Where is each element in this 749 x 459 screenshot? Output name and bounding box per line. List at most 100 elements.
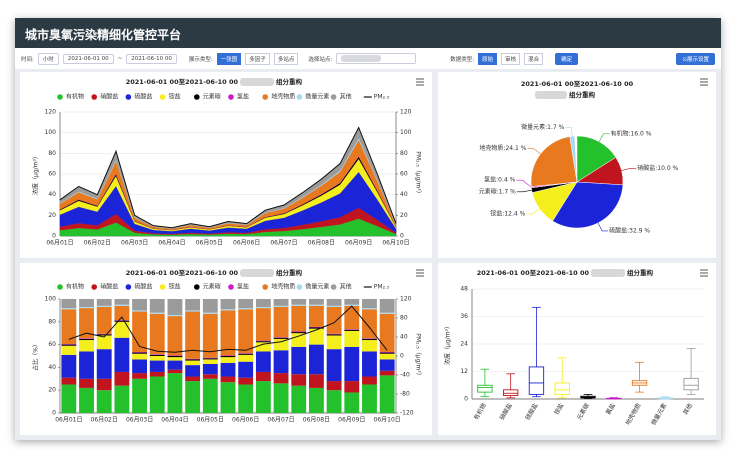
data-option[interactable]: 混合 [524,52,544,65]
bar-segment [273,383,289,413]
y-tick-label: 24 [460,341,468,348]
data-label: 硫酸盐:32.9 % [609,226,650,234]
bar-segment [79,306,94,309]
bar-segment [61,354,77,378]
redacted [341,55,382,62]
bar-segment [79,338,94,339]
bar-segment [379,359,395,371]
bar-segment [308,326,324,328]
legend-label: 硫酸盐 [134,283,152,291]
bar-segment [61,384,77,413]
display-option[interactable]: 多因子 [245,52,270,65]
bar-segment [185,359,201,361]
bar-segment [79,351,94,379]
box [502,389,519,397]
y2-tick-label: 80 [400,150,408,157]
bar-segment [238,354,254,362]
data-option[interactable]: 审核 [501,52,521,65]
display-label: 展示类型: [188,56,213,63]
bar-segment [362,376,377,385]
bar-segment [114,337,130,372]
legend-swatch [330,284,337,290]
legend-label: 地壳物质 [271,93,295,101]
bar-segment [238,353,254,355]
bar-segment [379,375,395,413]
bar-segment [96,378,112,391]
data-label: 数据类型: [450,56,475,63]
bar-segment [114,305,130,321]
legend-label: PM₂.₅ [374,94,390,101]
bar-segment [273,299,289,306]
y-tick-label: 40 [48,364,56,371]
bar-segment [308,299,324,305]
end-date[interactable]: 2021-06-10 00 [126,53,177,64]
chart-title: 2021-06-01 00至2021-06-10 00 [521,80,634,88]
bar-segment [344,330,360,347]
bar-segment [96,333,112,335]
bar-segment [273,373,289,384]
bar-segment [185,381,201,413]
bar-segment [238,309,254,354]
line [68,305,388,353]
bar-segment [61,308,77,310]
legend-swatch [159,284,166,290]
bar-segment [273,337,289,339]
bar-segment [79,340,94,352]
x-tick-label: 06月08日 [303,417,330,424]
bar-segment [185,376,201,382]
y2-tick-label: 120 [400,109,412,116]
settings-button[interactable]: ⊙展示设置 [676,52,715,65]
confirm-button[interactable]: 确定 [555,52,579,65]
data-label: 硝酸盐:10.0 % [637,164,678,172]
legend-swatch [262,284,268,290]
bar-segment [202,378,218,413]
bar-segment [220,309,236,311]
bar-segment [255,308,271,341]
x-tick-label: 06月08日 [308,240,335,247]
bar-segment [185,311,201,359]
bar-segment [202,313,218,358]
bar-segment [238,308,254,310]
legend-swatch [262,94,268,100]
data-label: 微量元素:1.7 % [521,123,564,131]
y-tick-label: 80 [48,318,56,325]
bar-segment [202,357,218,359]
bar-segment [362,299,377,309]
bar-segment [308,328,324,345]
y2-axis-title: PM₂.₅（μg/m³） [415,151,422,196]
bar-segment [149,354,165,356]
bar-segment [167,314,183,317]
leader-line [527,148,541,155]
bar-segment [238,384,254,413]
display-option[interactable]: 一张图 [216,52,242,65]
bar-segment [238,353,254,354]
interval-select[interactable]: 小时 [37,52,59,65]
data-label: 地壳物质:24.1 % [479,144,526,152]
y2-tick-label: -120 [400,410,414,417]
legend-label: 微量元素 [305,283,329,291]
bar-segment [114,320,130,321]
x-tick-label: 地壳物质 [624,402,643,427]
legend-label: 其他 [340,93,352,101]
data-option[interactable]: 原始 [478,52,498,65]
start-date[interactable]: 2021-06-01 00 [62,53,114,64]
legend-label: 地壳物质 [271,283,295,291]
x-tick-label: 铵盐 [552,402,565,416]
legend-swatch [194,284,200,290]
x-tick-label: 06月09日 [338,417,365,424]
bar-segment [220,299,236,310]
display-option[interactable]: 多站点 [273,52,299,65]
leader-line [516,179,532,188]
bar-segment [344,392,360,413]
legend-label: 硫酸盐 [134,93,152,101]
y2-tick-label: 0 [400,233,404,240]
bar-segment [291,304,307,306]
y2-tick-label: -40 [400,372,410,379]
legend-label: PM₂.₅ [374,284,390,291]
station-select[interactable] [336,53,417,64]
bar-segment [273,350,289,374]
box [528,366,545,395]
pie-slice [552,181,624,229]
